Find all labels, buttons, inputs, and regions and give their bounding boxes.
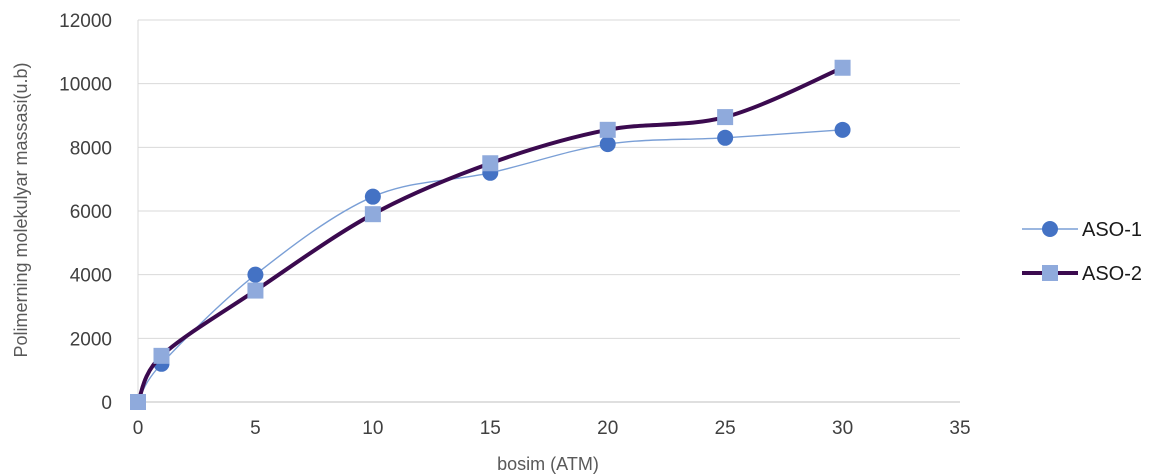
data-point: [599, 121, 616, 138]
x-tick-label: 30: [832, 418, 853, 439]
y-tick-label: 4000: [70, 266, 112, 287]
x-axis-title: bosim (ATM): [497, 454, 599, 474]
x-tick-label: 0: [133, 418, 144, 439]
y-tick-label: 8000: [70, 138, 112, 159]
axes: [137, 20, 960, 403]
data-point: [834, 59, 851, 76]
x-tick-label: 20: [597, 418, 618, 439]
data-point: [599, 136, 616, 153]
data-point: [364, 188, 381, 205]
data-point: [834, 121, 851, 138]
y-tick-label: 10000: [59, 75, 112, 96]
data-point: [364, 206, 381, 223]
legend-label: ASO-1: [1082, 219, 1142, 241]
legend: ASO-1 ASO-2: [1022, 219, 1142, 285]
x-tick-label: 10: [362, 418, 383, 439]
series-aso-2: [130, 59, 851, 410]
y-tick-label: 2000: [70, 329, 112, 350]
data-point: [247, 282, 264, 299]
x-tick-label: 35: [949, 418, 970, 439]
data-point: [130, 394, 146, 410]
legend-label: ASO-2: [1082, 263, 1142, 285]
data-point: [717, 129, 734, 146]
y-tick-label: 12000: [59, 11, 112, 32]
legend-marker: [1042, 221, 1058, 237]
series-layer: [130, 59, 851, 410]
y-tick-label: 6000: [70, 202, 112, 223]
x-tick-label: 15: [480, 418, 501, 439]
legend-marker: [1042, 265, 1058, 281]
grid-lines: [138, 19, 960, 339]
x-tick-label: 5: [250, 418, 261, 439]
data-point: [247, 266, 264, 283]
tick-labels: 0 2000 4000 6000 8000 10000 12000 0 5 10 15 20 25 30 3…: [59, 11, 970, 439]
x-tick-label: 25: [715, 418, 736, 439]
data-point: [717, 109, 734, 126]
data-point: [482, 155, 499, 172]
series-line: [136, 65, 845, 404]
y-axis-title: Polimerning molekulyar massasi(u.b): [11, 62, 31, 357]
data-point: [153, 347, 170, 364]
y-tick-label: 0: [101, 393, 112, 414]
